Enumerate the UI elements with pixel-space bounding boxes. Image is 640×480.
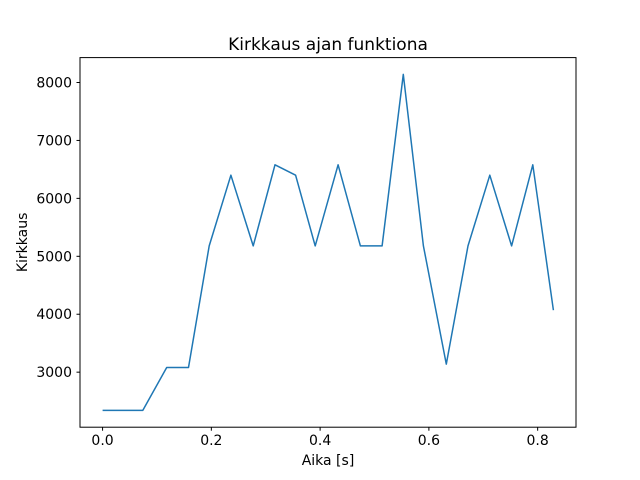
x-axis-label: Aika [s] [302,453,355,469]
x-tick-label: 0.6 [418,433,440,449]
y-tick-label: 5000 [36,249,72,265]
y-tick-label: 3000 [36,365,72,381]
y-axis-ticks: 3000 4000 5000 6000 7000 8000 [36,76,80,381]
y-tick-label: 6000 [36,191,72,207]
plot-area [79,57,577,428]
x-tick-label: 0.2 [200,433,222,449]
chart-title: Kirkkaus ajan funktiona [228,35,428,55]
x-tick-label: 0.0 [91,433,113,449]
data-series-line [102,73,555,412]
x-tick-label: 0.4 [309,433,331,449]
y-tick-label: 4000 [36,307,72,323]
y-tick-label: 7000 [36,133,72,149]
y-axis-label: Kirkkaus [15,213,31,273]
x-axis-ticks: 0.0 0.2 0.4 0.6 0.8 [91,427,549,449]
x-tick-label: 0.8 [527,433,549,449]
y-tick-label: 8000 [36,76,72,92]
